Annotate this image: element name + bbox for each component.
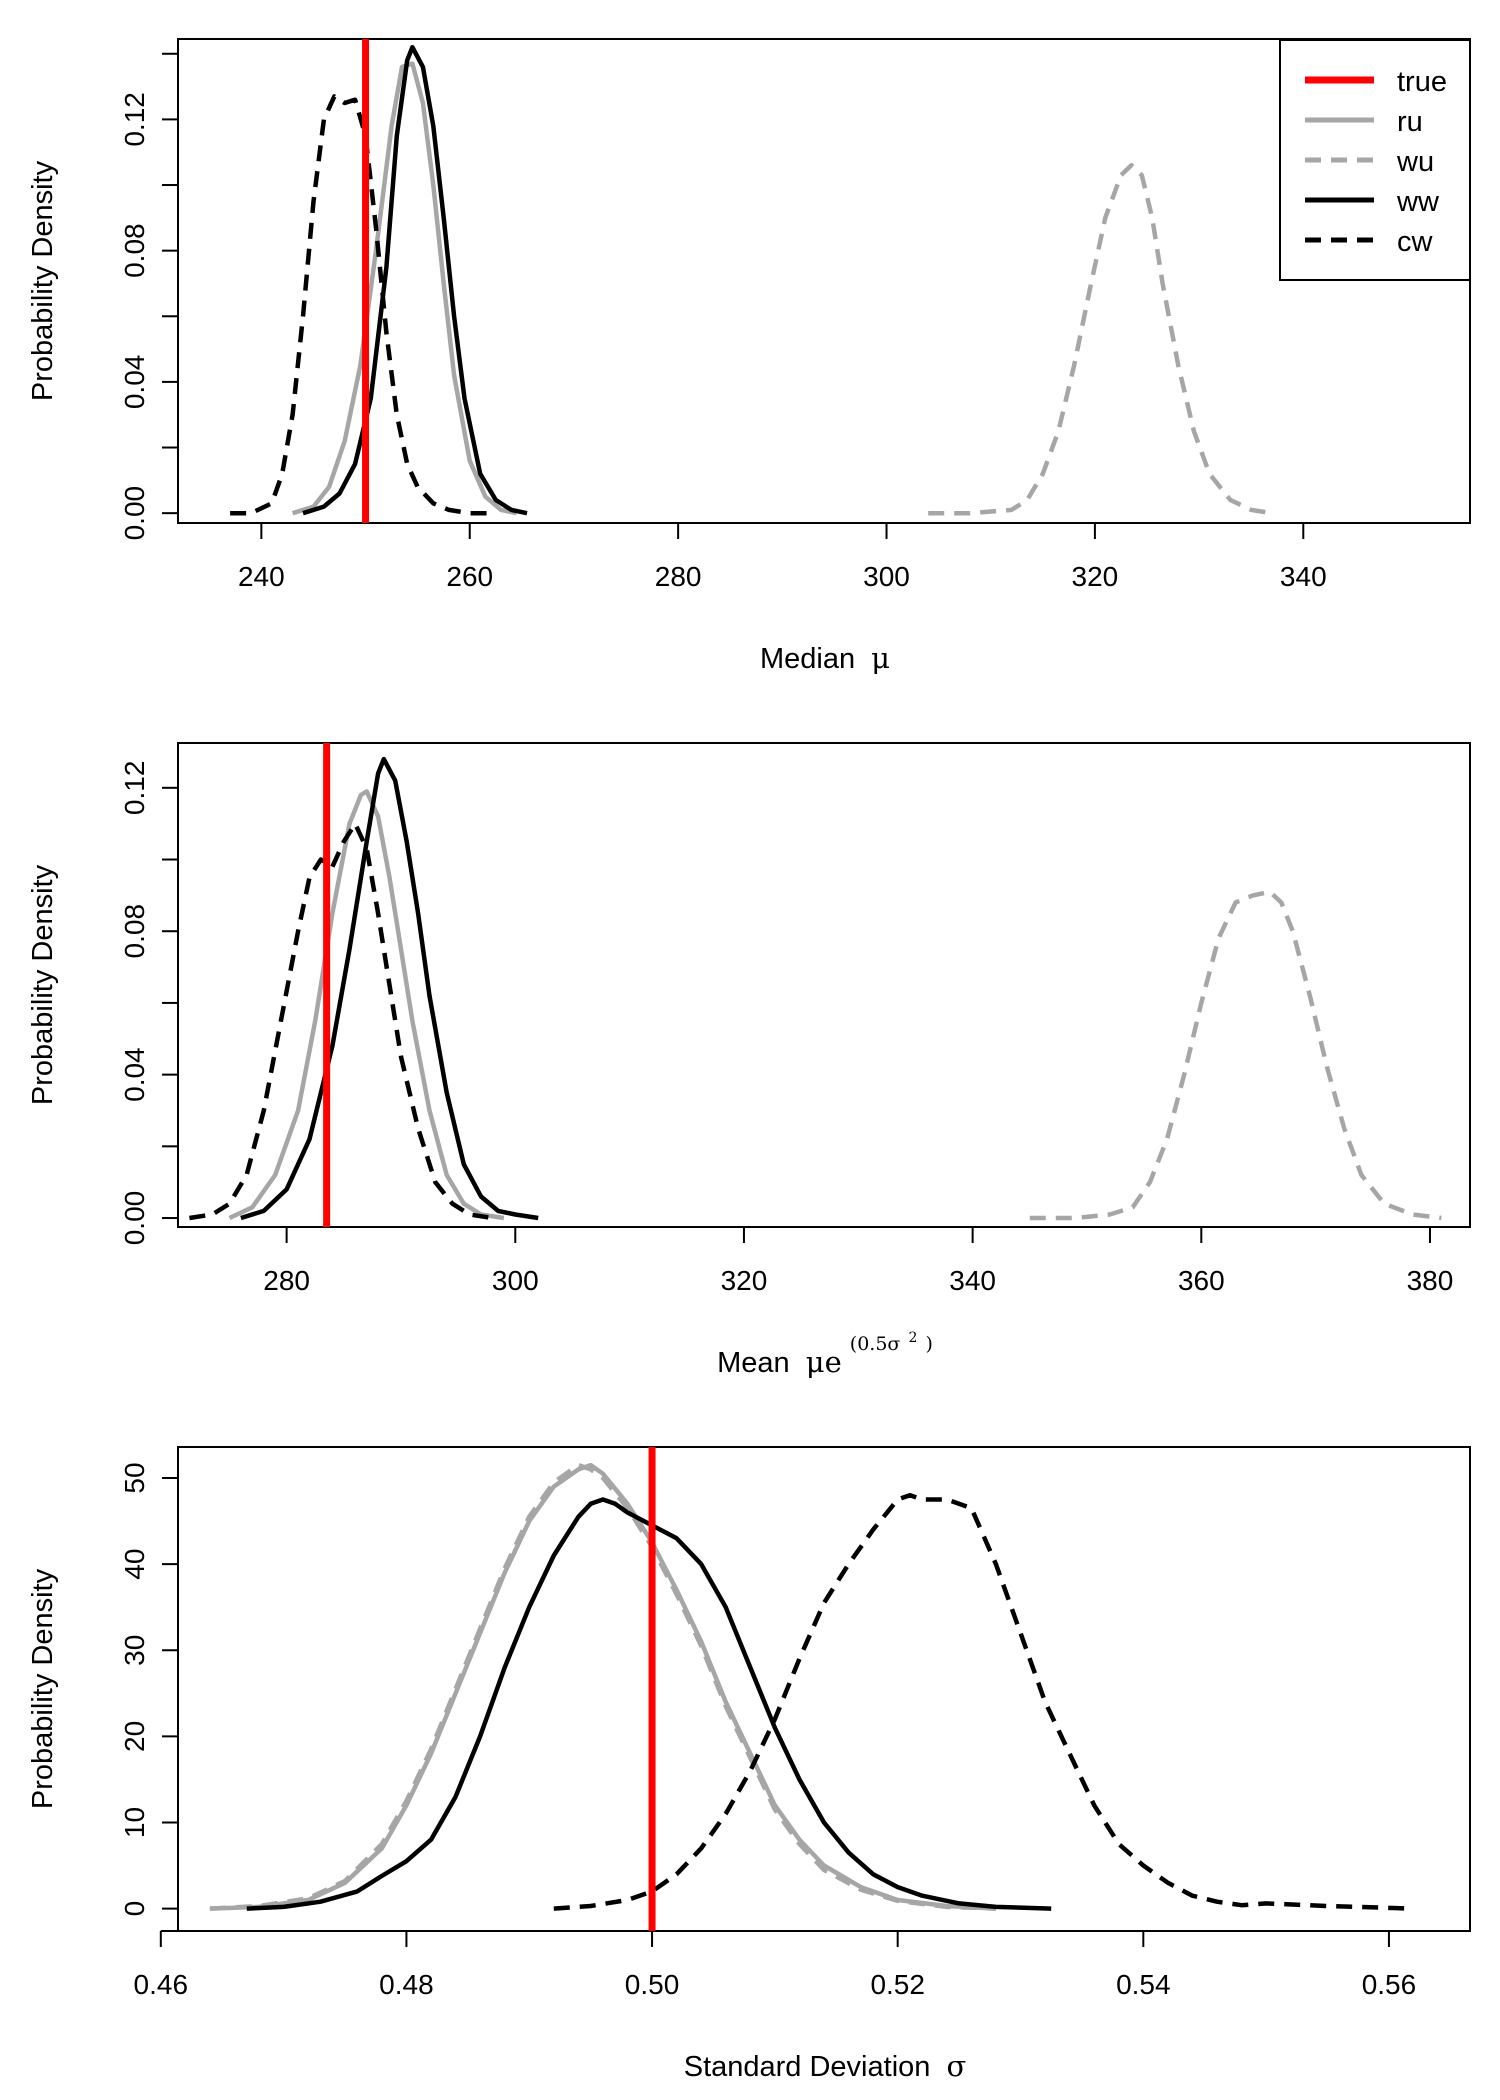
x-tick-label: 320 xyxy=(1072,561,1119,592)
legend-label-wu: wu xyxy=(1396,146,1434,178)
y-tick-label: 20 xyxy=(119,1721,150,1752)
series-cw-line xyxy=(553,1492,1414,1911)
x-axis-label: Mean xyxy=(717,1347,790,1379)
series-ru-line xyxy=(209,1462,997,1911)
x-axis-title: Median μ xyxy=(760,641,890,675)
legend-label-ru: ru xyxy=(1397,106,1423,138)
x-tick-label: 0.56 xyxy=(1362,1969,1417,2000)
x-axis: 0.46 0.48 0.50 0.52 0.54 0.56 xyxy=(134,1930,1417,2000)
y-axis: 0.00 0.04 0.08 0.12 xyxy=(119,52,179,541)
y-tick-label: 0.08 xyxy=(119,904,150,959)
x-axis: 280 300 320 340 360 380 xyxy=(263,1226,1454,1296)
legend-label-cw: cw xyxy=(1397,226,1434,258)
x-tick-label: 320 xyxy=(721,1265,768,1296)
x-axis-symbol: μe xyxy=(806,1345,842,1379)
x-tick-label: 0.46 xyxy=(134,1969,189,2000)
legend-label-ww: ww xyxy=(1396,186,1440,218)
x-tick-label: 380 xyxy=(1407,1265,1454,1296)
series-ww-line xyxy=(302,44,528,516)
y-axis: 0 10 20 30 40 50 xyxy=(119,1462,179,1917)
series-layer xyxy=(209,1447,1414,1931)
x-axis-exponent: (0.5σ xyxy=(850,1333,901,1355)
panel-sd: 0.46 0.48 0.50 0.52 0.54 0.56 0 10 20 30 40 50 Sta… xyxy=(27,1446,1471,2083)
series-wu-line xyxy=(1029,889,1442,1221)
y-tick-label: 0.04 xyxy=(119,355,150,410)
x-axis-title: Standard Deviation σ xyxy=(684,2049,967,2083)
x-axis-title: Mean μe (0.5σ 2 ) xyxy=(717,1317,933,1379)
x-tick-label: 360 xyxy=(1178,1265,1225,1296)
series-ru-line xyxy=(291,61,518,516)
y-tick-label: 0.12 xyxy=(119,761,150,816)
series-wu-line xyxy=(209,1462,996,1911)
y-axis: 0.00 0.04 0.08 0.12 xyxy=(119,761,179,1246)
legend: true ru wu ww cw xyxy=(1279,39,1471,281)
legend-label-true: true xyxy=(1397,66,1447,98)
x-tick-label: 0.48 xyxy=(379,1969,434,2000)
y-axis-title: Probability Density xyxy=(27,864,59,1105)
x-tick-label: 240 xyxy=(238,561,285,592)
series-cw-line xyxy=(189,821,493,1221)
x-tick-label: 340 xyxy=(1280,561,1327,592)
x-axis-label: Median xyxy=(760,643,855,675)
y-tick-label: 40 xyxy=(119,1549,150,1580)
y-tick-label: 50 xyxy=(119,1462,150,1493)
y-tick-label: 0.00 xyxy=(119,1191,150,1246)
y-tick-label: 10 xyxy=(119,1807,150,1838)
y-tick-label: 0 xyxy=(119,1901,150,1917)
series-wu-line xyxy=(928,163,1273,516)
x-tick-label: 260 xyxy=(446,561,493,592)
x-tick-label: 280 xyxy=(655,561,702,592)
series-ww-line xyxy=(246,1497,1052,1911)
y-tick-label: 0.04 xyxy=(119,1047,150,1102)
panel-mean: 280 300 320 340 360 380 0.00 0.04 0.08 0.12 Mean… xyxy=(27,742,1471,1379)
x-axis-symbol: μ xyxy=(871,641,890,675)
series-layer xyxy=(189,743,1442,1227)
x-tick-label: 0.54 xyxy=(1116,1969,1171,2000)
series-layer xyxy=(230,39,1273,523)
x-tick-label: 0.50 xyxy=(625,1969,680,2000)
y-tick-label: 0.08 xyxy=(119,223,150,278)
x-axis: 240 260 280 300 320 340 xyxy=(238,522,1327,592)
panel-median: 240 260 280 300 320 340 0.00 0.04 0.08 0.12 Medi… xyxy=(27,38,1471,675)
y-tick-label: 30 xyxy=(119,1635,150,1666)
y-axis-title: Probability Density xyxy=(27,160,59,401)
series-cw-line xyxy=(230,94,491,516)
x-tick-label: 300 xyxy=(863,561,910,592)
x-axis-label: Standard Deviation xyxy=(684,2051,931,2083)
y-tick-label: 0.00 xyxy=(119,486,150,541)
x-axis-exponent-close: ) xyxy=(925,1333,932,1355)
series-ww-line xyxy=(240,756,539,1221)
x-axis-exponent-square: 2 xyxy=(908,1330,917,1346)
x-tick-label: 300 xyxy=(492,1265,539,1296)
x-tick-label: 340 xyxy=(949,1265,996,1296)
y-tick-label: 0.12 xyxy=(119,92,150,147)
x-axis-symbol: σ xyxy=(946,2049,966,2083)
x-tick-label: 280 xyxy=(263,1265,310,1296)
y-axis-title: Probability Density xyxy=(27,1568,59,1809)
x-tick-label: 0.52 xyxy=(870,1969,925,2000)
